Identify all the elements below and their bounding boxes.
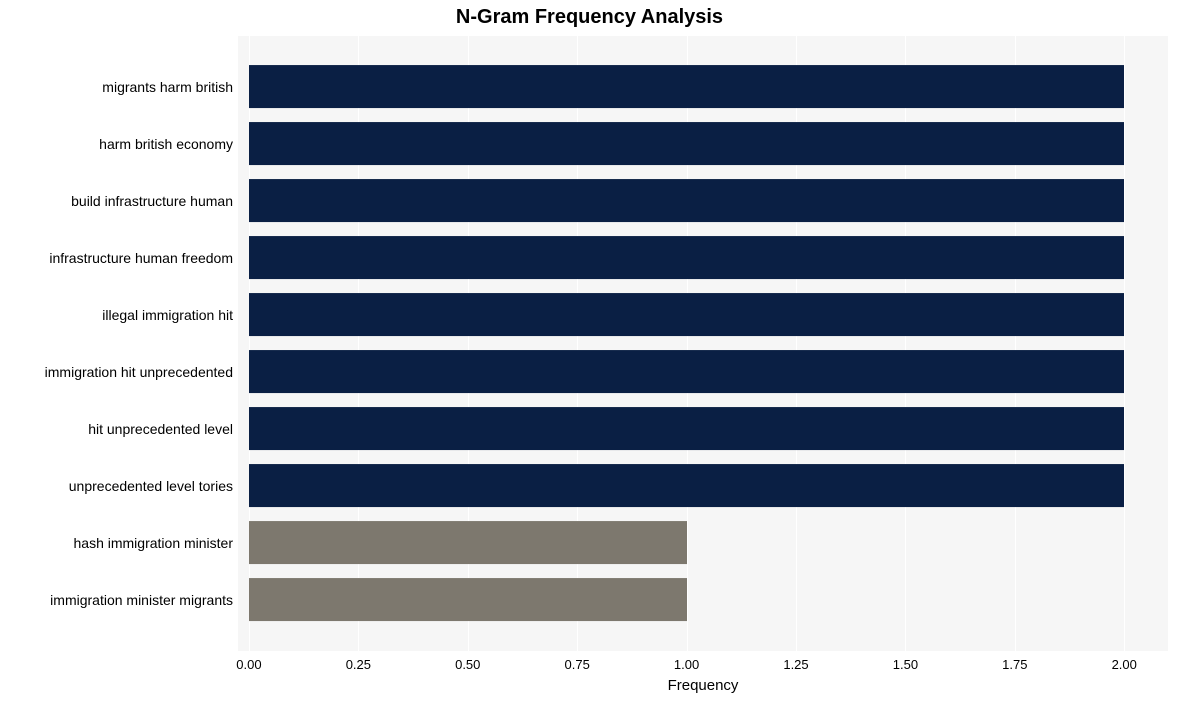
y-tick-label: unprecedented level tories [69,478,233,494]
bar-row: hash immigration minister [238,514,1168,571]
x-tick-label: 0.50 [455,657,480,672]
x-tick-label: 1.25 [783,657,808,672]
ngram-chart: N-Gram Frequency Analysis Frequency 0.00… [0,0,1179,701]
bar-row: unprecedented level tories [238,457,1168,514]
bar [249,65,1124,109]
bar [249,236,1124,280]
y-tick-label: immigration minister migrants [50,592,233,608]
y-tick-label: infrastructure human freedom [49,250,233,266]
bar [249,122,1124,166]
bar-row: illegal immigration hit [238,286,1168,343]
plot-area: Frequency 0.000.250.500.751.001.251.501.… [238,36,1168,651]
bar-row: immigration hit unprecedented [238,343,1168,400]
x-tick-label: 1.00 [674,657,699,672]
x-tick-label: 0.75 [565,657,590,672]
y-tick-label: build infrastructure human [71,193,233,209]
bar-row: infrastructure human freedom [238,229,1168,286]
y-tick-label: harm british economy [99,136,233,152]
bar-row: harm british economy [238,115,1168,172]
bar [249,350,1124,394]
bar-row: build infrastructure human [238,172,1168,229]
bar [249,578,687,622]
bar [249,293,1124,337]
x-axis-title: Frequency [238,677,1168,694]
bar-row: immigration minister migrants [238,571,1168,628]
y-tick-label: hash immigration minister [74,535,234,551]
chart-title: N-Gram Frequency Analysis [0,6,1179,29]
bar [249,521,687,565]
y-tick-label: illegal immigration hit [102,307,233,323]
y-tick-label: immigration hit unprecedented [45,364,233,380]
bar [249,464,1124,508]
x-tick-label: 0.25 [346,657,371,672]
y-tick-label: hit unprecedented level [88,421,233,437]
y-tick-label: migrants harm british [102,79,233,95]
x-tick-label: 1.75 [1002,657,1027,672]
bar [249,407,1124,451]
bar [249,179,1124,223]
bar-row: migrants harm british [238,58,1168,115]
x-tick-label: 2.00 [1112,657,1137,672]
x-tick-label: 1.50 [893,657,918,672]
x-tick-label: 0.00 [236,657,261,672]
bar-row: hit unprecedented level [238,400,1168,457]
